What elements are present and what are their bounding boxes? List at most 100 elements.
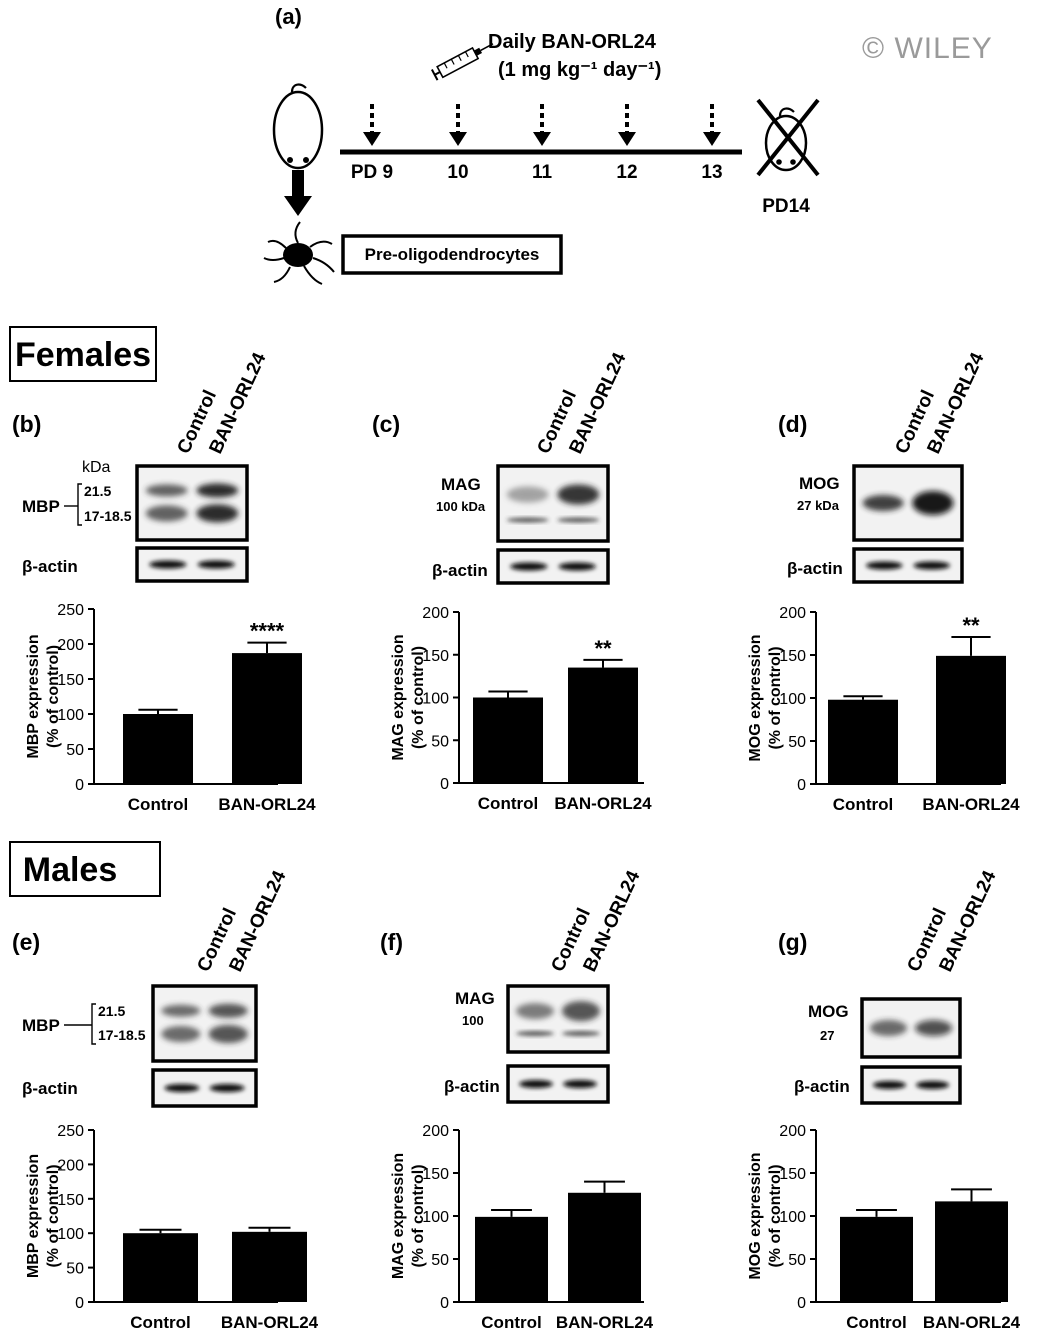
x-tick-label: Control xyxy=(128,795,188,814)
bar-chart-b: 0 50 100 150 200 250 MBP expression (% of contr… xyxy=(25,602,316,814)
bar-ban-orl24 xyxy=(935,1201,1008,1302)
loading-control-label: β-actin xyxy=(22,1079,78,1098)
injection-arrow-head xyxy=(533,132,551,146)
x-tick-label: Control xyxy=(481,1313,541,1332)
wiley-watermark: © WILEY xyxy=(862,32,993,65)
injection-arrow-head xyxy=(703,132,721,146)
males-label: Males xyxy=(23,851,118,889)
actin-band xyxy=(209,1084,245,1092)
y-tick-label: 200 xyxy=(422,1123,449,1140)
kda-header: kDa xyxy=(82,459,111,476)
blot-image-mbp xyxy=(151,984,258,1063)
syringe-icon xyxy=(431,43,494,81)
x-tick-label: BAN-ORL24 xyxy=(221,1313,319,1332)
blot-bands xyxy=(869,1020,953,1036)
y-tick-label: 150 xyxy=(779,648,806,665)
x-tick-label: Control xyxy=(846,1313,906,1332)
panel-g: (g) Control BAN-ORL24 MOG 27 β-actin 0 50 100 150… xyxy=(747,867,1021,1332)
y-tick-label: 100 xyxy=(422,1209,449,1226)
y-axis-label: (% of control) xyxy=(410,1164,427,1267)
endpoint-label: PD14 xyxy=(762,196,810,217)
y-tick-label: 0 xyxy=(75,777,84,794)
crossed-pup-icon xyxy=(756,98,820,177)
timeline-panel: (a) Daily BAN-ORL24 (1 mg kg⁻¹ day⁻¹) xyxy=(263,4,820,285)
bar-control xyxy=(123,714,193,784)
actin-band xyxy=(865,561,903,570)
actin-band xyxy=(164,1084,200,1092)
y-tick-label: 200 xyxy=(57,637,84,654)
injection-arrow-head xyxy=(363,132,381,146)
mw-bracket xyxy=(77,483,82,526)
y-axis-label: (% of control) xyxy=(410,646,427,749)
y-axis-label: (% of control) xyxy=(767,646,784,749)
y-tick-label: 0 xyxy=(440,776,449,793)
y-tick-label: 200 xyxy=(422,605,449,622)
panel-label-c: (c) xyxy=(372,411,400,437)
y-tick-label: 0 xyxy=(75,1295,84,1312)
y-axis-label: MOG expression xyxy=(747,634,764,761)
y-tick-label: 100 xyxy=(779,1209,806,1226)
y-axis-label: MAG expression xyxy=(390,1153,407,1279)
y-tick-label: 250 xyxy=(57,1123,84,1140)
y-tick-label: 0 xyxy=(797,777,806,794)
day-label: 10 xyxy=(447,162,468,183)
mw-label: 100 xyxy=(462,1013,484,1028)
bar-control xyxy=(828,699,898,784)
protein-label: MAG xyxy=(455,989,495,1008)
panel-c: (c) Control BAN-ORL24 MAG 100 kDa β-actin 0 50 1… xyxy=(372,349,652,813)
y-tick-label: 200 xyxy=(779,605,806,622)
y-axis-label: MOG expression xyxy=(747,1152,764,1279)
x-tick-label: BAN-ORL24 xyxy=(218,795,316,814)
rat-pup-icon xyxy=(272,83,324,170)
cell-type-box xyxy=(341,234,563,275)
blot-bands xyxy=(161,1003,248,1043)
mw-label: 100 kDa xyxy=(436,499,486,514)
actin-band xyxy=(558,562,596,571)
y-tick-label: 50 xyxy=(66,742,84,759)
mw-label: 27 xyxy=(820,1028,834,1043)
y-axis-label: MBP expression xyxy=(25,634,42,758)
y-tick-label: 0 xyxy=(797,1295,806,1312)
bar-control xyxy=(473,697,543,783)
y-tick-label: 200 xyxy=(779,1123,806,1140)
treatment-dose: (1 mg kg⁻¹ day⁻¹) xyxy=(498,59,661,81)
panel-label-e: (e) xyxy=(12,929,40,955)
y-tick-label: 100 xyxy=(57,707,84,724)
bar-ban-orl24 xyxy=(568,667,638,783)
loading-control-label: β-actin xyxy=(432,561,488,580)
panel-e: (e) Control BAN-ORL24 MBP 21.5 17-18.5 β-actin… xyxy=(12,867,319,1332)
blot-image-mag xyxy=(506,984,610,1054)
x-tick-label: Control xyxy=(478,794,538,813)
actin-band xyxy=(519,1080,553,1088)
females-box xyxy=(9,326,157,382)
y-axis-label: (% of control) xyxy=(767,1164,784,1267)
y-tick-label: 50 xyxy=(66,1261,84,1278)
panel-label-g: (g) xyxy=(778,929,807,955)
panel-label-b: (b) xyxy=(12,411,41,437)
y-tick-label: 150 xyxy=(57,672,84,689)
bar-chart-g: 0 50 100 150 200 MOG expression (% of control)… xyxy=(747,1123,1021,1332)
actin-band xyxy=(510,562,548,571)
y-axis-label: MBP expression xyxy=(25,1154,42,1278)
bar-ban-orl24 xyxy=(232,653,302,784)
females-label: Females xyxy=(15,336,151,374)
mw-label: 27 kDa xyxy=(797,498,840,513)
blot-bands xyxy=(516,1001,600,1037)
mw-bracket xyxy=(91,1003,96,1045)
bar-chart-c: 0 50 100 150 200 MAG expression (% of control)… xyxy=(390,605,652,813)
bar-control xyxy=(475,1216,548,1302)
day-label: 11 xyxy=(532,162,553,183)
y-tick-label: 50 xyxy=(788,1252,806,1269)
actin-band xyxy=(563,1080,597,1088)
protein-label: MAG xyxy=(441,475,481,494)
bar-chart-d: 0 50 100 150 200 MOG expression (% of control)… xyxy=(747,605,1020,814)
panel-d: (d) Control BAN-ORL24 MOG 27 kDa β-actin 0 50 10… xyxy=(747,349,1020,814)
y-tick-label: 0 xyxy=(440,1295,449,1312)
panel-label-f: (f) xyxy=(380,929,403,955)
x-tick-label: BAN-ORL24 xyxy=(554,794,652,813)
y-axis-label: MAG expression xyxy=(390,634,407,760)
blot-bands xyxy=(506,484,600,523)
y-tick-label: 50 xyxy=(788,734,806,751)
actin-band xyxy=(915,1081,950,1089)
